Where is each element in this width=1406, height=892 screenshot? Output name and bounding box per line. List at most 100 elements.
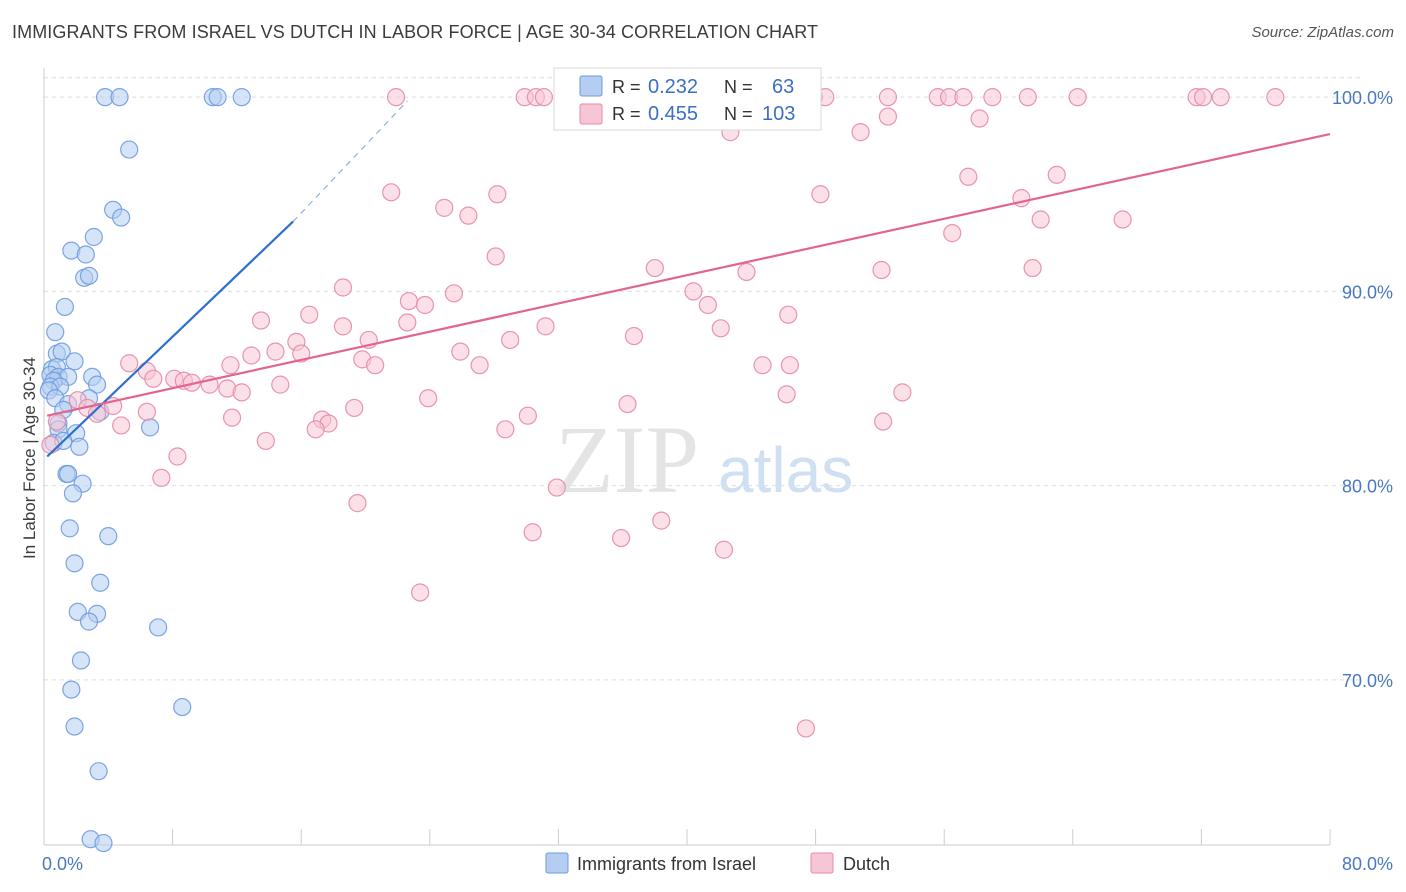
dutch-point-106: [411, 583, 430, 602]
dutch-point-16: [1211, 88, 1230, 107]
israel-point-7: [112, 208, 131, 227]
dutch-point-40: [333, 278, 353, 297]
dutch-point-96: [256, 431, 275, 451]
x-ticks: 0.0% 80.0%: [42, 829, 1393, 874]
watermark-zip: ZIP: [555, 406, 699, 513]
trend-line-0: [46, 220, 294, 458]
dutch-point-33: [943, 224, 962, 243]
israel-point-1: [110, 88, 129, 107]
dutch-point-11: [983, 88, 1002, 107]
dutch-point-87: [222, 408, 242, 427]
dutch-point-79: [419, 389, 438, 408]
dutch-point-93: [112, 416, 131, 435]
bottom-legend: Immigrants from Israel Dutch: [545, 852, 890, 874]
dutch-point-76: [893, 383, 912, 402]
dutch-point-3: [534, 88, 554, 107]
israel-point-14: [46, 323, 65, 342]
legend-n-value-1: 103: [762, 103, 795, 125]
dutch-point-56: [624, 326, 644, 346]
dutch-point-43: [415, 295, 435, 315]
dutch-point-39: [1023, 258, 1042, 278]
dutch-point-105: [714, 540, 734, 559]
dutch-point-63: [366, 356, 385, 375]
bottom-legend-label-israel: Immigrants from Israel: [577, 854, 756, 874]
israel-point-51: [79, 612, 99, 631]
dutch-point-99: [152, 468, 171, 487]
israel-point-44: [63, 484, 83, 503]
scatter-points: [39, 88, 1285, 853]
trend-line-1: [46, 132, 1331, 417]
series-0-points: [39, 88, 251, 853]
dutch-point-64: [221, 356, 240, 375]
legend-r-value-0: 0.232: [648, 76, 698, 98]
dutch-point-49: [398, 313, 417, 332]
israel-point-5: [120, 140, 139, 159]
bottom-legend-swatch-dutch: [810, 852, 834, 874]
dutch-point-41: [444, 284, 464, 303]
israel-point-57: [89, 762, 108, 781]
israel-point-17: [65, 352, 84, 371]
dutch-point-12: [1018, 88, 1037, 107]
dutch-point-77: [777, 385, 796, 404]
israel-point-10: [76, 245, 95, 264]
dutch-point-100: [547, 478, 566, 497]
israel-point-54: [62, 680, 81, 699]
israel-point-46: [99, 527, 118, 546]
dutch-point-75: [780, 356, 799, 375]
legend-n-value-0: 63: [772, 76, 794, 98]
dutch-point-24: [1047, 165, 1066, 184]
y-axis-label: In Labor Force | Age 30-34: [20, 357, 39, 559]
dutch-point-57: [242, 346, 261, 365]
israel-point-47: [65, 554, 84, 573]
dutch-point-80: [345, 398, 364, 418]
dutch-point-38: [872, 260, 891, 280]
dutch-point-42: [399, 292, 419, 311]
dutch-point-25: [959, 167, 978, 186]
dutch-point-104: [611, 528, 631, 548]
israel-point-8: [84, 227, 103, 247]
dutch-point-85: [618, 394, 637, 414]
dutch-point-29: [435, 198, 454, 217]
dutch-point-91: [496, 420, 515, 439]
dutch-point-46: [300, 305, 319, 324]
y-tick-label-1: 80.0%: [1342, 477, 1393, 497]
legend-box: R = 0.232 N = 63 R = 0.455 N = 103: [553, 67, 822, 131]
dutch-point-78: [232, 383, 251, 402]
x-tick-label-1: 80.0%: [1342, 854, 1393, 874]
gridlines: [44, 77, 1360, 681]
watermark: ZIP atlas: [555, 406, 853, 513]
dutch-point-59: [292, 344, 311, 363]
y-tick-label-0: 70.0%: [1342, 671, 1393, 691]
dutch-point-51: [711, 319, 730, 338]
israel-point-12: [79, 266, 99, 285]
dutch-point-50: [536, 317, 555, 336]
legend-n-label-0: N =: [724, 77, 753, 97]
dutch-point-26: [811, 185, 830, 204]
dutch-point-95: [137, 402, 156, 421]
dutch-point-10: [954, 88, 973, 107]
dutch-point-36: [645, 258, 664, 278]
dutch-point-98: [168, 447, 187, 466]
dutch-point-32: [1031, 210, 1050, 229]
dutch-point-22: [878, 107, 898, 126]
dutch-point-48: [333, 317, 353, 336]
dutch-point-27: [382, 183, 401, 202]
israel-point-55: [173, 697, 192, 717]
y-tick-label-3: 100.0%: [1332, 88, 1393, 108]
chart-title: IMMIGRANTS FROM ISRAEL VS DUTCH IN LABOR…: [12, 22, 819, 42]
series-1-points: [41, 88, 1285, 738]
dutch-point-102: [652, 511, 671, 530]
israel-point-37: [140, 418, 160, 437]
dutch-point-37: [737, 262, 756, 282]
legend-r-value-1: 0.455: [648, 103, 698, 125]
dutch-point-21: [851, 123, 870, 142]
dutch-point-20: [970, 109, 989, 128]
dutch-point-30: [459, 206, 478, 225]
dutch-point-52: [779, 305, 798, 324]
dutch-point-58: [266, 342, 285, 361]
dutch-point-67: [144, 369, 163, 388]
israel-point-3: [208, 88, 227, 107]
dutch-point-47: [251, 311, 271, 330]
dutch-point-92: [874, 412, 893, 431]
